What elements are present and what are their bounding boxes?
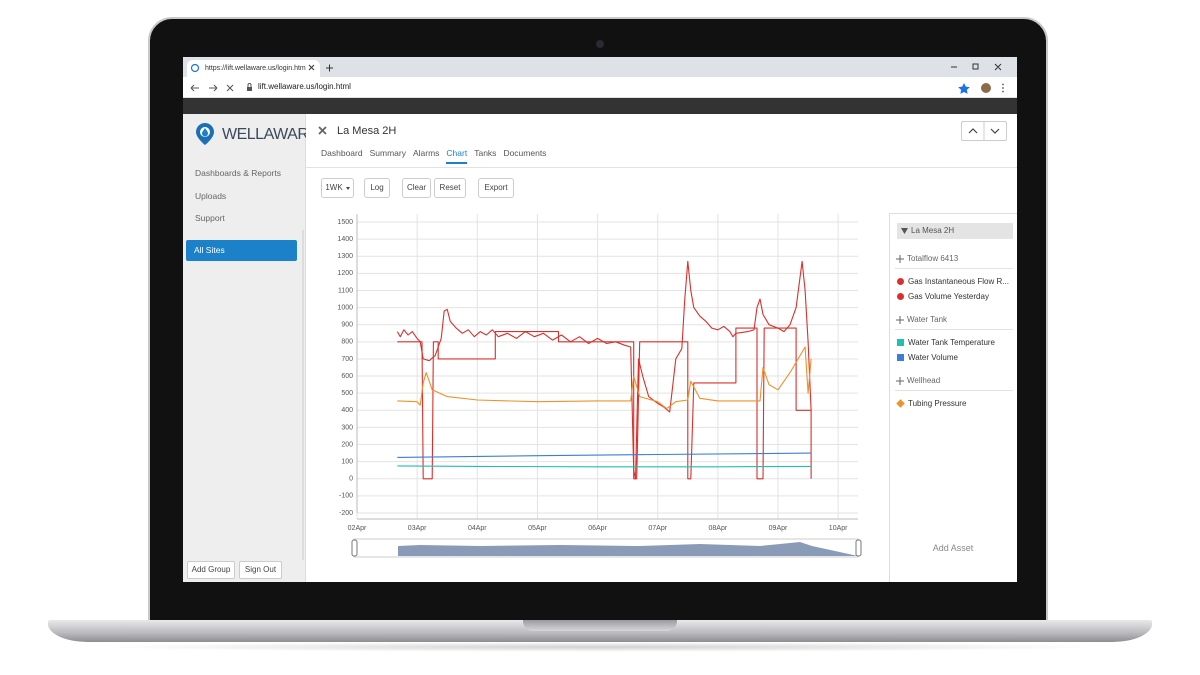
tab[interactable]: Chart: [446, 148, 468, 164]
plus-icon: [896, 377, 904, 385]
bookmark-strip: [183, 98, 1017, 114]
address-bar: [183, 77, 1017, 98]
shadow: [90, 642, 1110, 652]
clear-button[interactable]: Clear: [402, 178, 431, 198]
legend-label: Water Volume: [908, 353, 958, 362]
separator: [306, 167, 1017, 168]
sign-out-button[interactable]: Sign Out: [239, 561, 282, 579]
all-sites[interactable]: All Sites: [186, 240, 297, 261]
legend-item[interactable]: Tubing Pressure: [896, 399, 967, 408]
legend-group-name: Totalflow 6413: [907, 254, 959, 263]
tab[interactable]: Documents: [503, 148, 547, 158]
legend-label: Water Tank Temperature: [908, 338, 996, 347]
nav-item[interactable]: Dashboards & Reports: [195, 168, 281, 178]
legend-item[interactable]: Gas Instantaneous Flow R...: [897, 277, 1009, 286]
reset-button[interactable]: Reset: [434, 178, 466, 198]
browser-tab[interactable]: https://lift.wellaware.us/login.htm: [187, 60, 320, 77]
legend-group-name: Water Tank: [907, 315, 948, 324]
legend-marker: [897, 354, 904, 361]
tab-title: https://lift.wellaware.us/login.htm: [205, 65, 306, 72]
tab[interactable]: Dashboard: [321, 148, 363, 158]
asset-title: La Mesa 2H: [337, 125, 397, 137]
legend-panel: [889, 213, 1017, 582]
nav-arrows[interactable]: [961, 121, 1007, 141]
tabs: Dashboard Summary Alarms Chart Tanks Document…: [321, 148, 546, 164]
tab[interactable]: Summary: [369, 148, 406, 158]
camera: [596, 40, 604, 48]
legend-item[interactable]: Gas Volume Yesterday: [897, 292, 989, 301]
legend-marker: [897, 278, 904, 285]
sidebar: [183, 114, 306, 582]
legend-title[interactable]: La Mesa 2H: [897, 223, 1013, 239]
legend-item[interactable]: Water Tank Temperature: [897, 338, 995, 347]
laptop-base: [48, 620, 1152, 642]
export-button[interactable]: Export: [478, 178, 514, 198]
logo: WELLAWARE: [222, 126, 319, 143]
legend-label: Gas Volume Yesterday: [908, 292, 989, 301]
browser-icons: [190, 63, 1004, 94]
logo-icon: [196, 123, 214, 145]
arrows: [968, 122, 1000, 140]
add-asset[interactable]: Add Asset: [932, 543, 974, 553]
legend-marker: [896, 399, 905, 408]
add-group-button[interactable]: Add Group: [187, 561, 235, 579]
legend-group-name: Wellhead: [907, 376, 941, 385]
range-label: 1WK: [325, 183, 343, 192]
plus-icon: [896, 316, 904, 324]
tab[interactable]: Tanks: [474, 148, 497, 158]
legend-label: Tubing Pressure: [908, 399, 967, 408]
close-icon[interactable]: [318, 126, 328, 136]
caret: [345, 187, 350, 192]
nav-item[interactable]: Support: [195, 213, 225, 223]
legend-item[interactable]: Water Volume: [897, 353, 958, 362]
tab[interactable]: Alarms: [412, 148, 440, 158]
tab-bar: [183, 57, 1017, 77]
log-button[interactable]: Log: [364, 178, 390, 198]
legend-marker: [897, 293, 904, 300]
url[interactable]: lift.wellaware.us/login.html: [258, 82, 351, 91]
laptop-notch: [523, 620, 677, 631]
legend-group[interactable]: Wellhead: [895, 376, 1013, 391]
legend-group[interactable]: Water Tank: [895, 315, 1013, 330]
legend-title-text: La Mesa 2H: [911, 226, 955, 235]
legend-label: Gas Instantaneous Flow R...: [908, 277, 1009, 286]
scrollbar: [302, 230, 304, 560]
legend-group[interactable]: Totalflow 6413: [895, 254, 1013, 269]
triangle: [901, 228, 908, 234]
range-button[interactable]: 1WK: [321, 178, 354, 198]
nav-item[interactable]: Uploads: [195, 191, 227, 201]
plus-icon: [896, 255, 904, 263]
legend-marker: [897, 339, 904, 346]
